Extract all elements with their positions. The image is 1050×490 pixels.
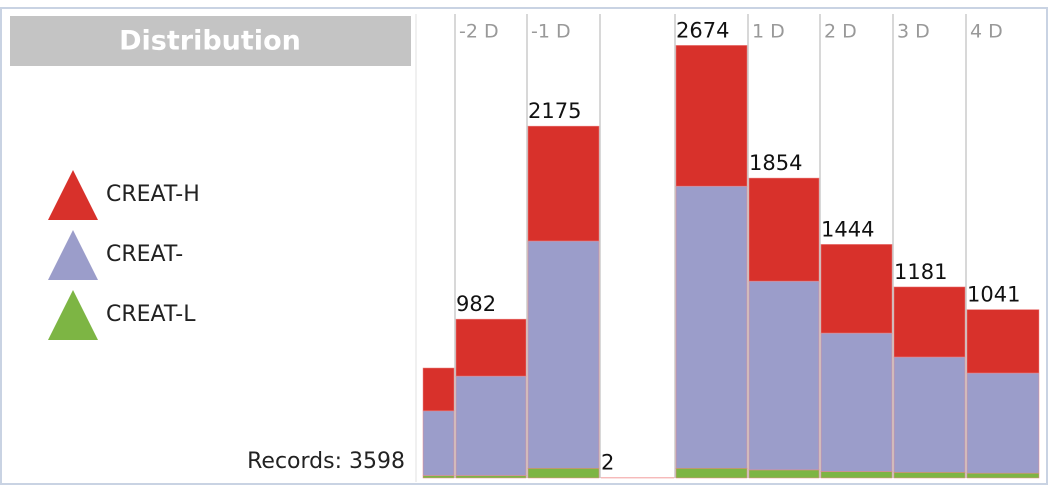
bar-segment	[749, 470, 819, 478]
legend-label: CREAT-H	[106, 182, 200, 207]
bar-segment	[967, 373, 1039, 473]
bar-segment	[423, 368, 454, 411]
bar-segment	[528, 468, 599, 478]
bar-segment	[676, 186, 747, 468]
bar-segment	[821, 472, 892, 478]
records-label: Records: 3598	[247, 449, 405, 474]
bar-segment	[894, 357, 965, 472]
bar-segment	[528, 126, 599, 241]
x-tick-label: 4 D	[970, 21, 1003, 43]
bar-segment	[749, 178, 819, 281]
bar-segment	[821, 244, 892, 333]
total-label: 2175	[528, 99, 581, 123]
bar-segment	[456, 476, 526, 478]
x-tick-label: 2 D	[824, 21, 857, 43]
x-tick-label: 1 D	[752, 21, 785, 43]
total-label: 2674	[676, 18, 729, 42]
bar-segment	[456, 376, 526, 475]
x-tick-label: -2 D	[459, 21, 499, 43]
bar-segment	[894, 287, 965, 357]
legend-label: CREAT-L	[106, 302, 196, 327]
total-label: 2	[601, 451, 614, 475]
x-tick-label: -1 D	[531, 21, 571, 43]
bar-segment	[821, 333, 892, 471]
x-tick-label: 3 D	[897, 21, 930, 43]
bar-segment	[967, 473, 1039, 478]
bar-segment	[423, 411, 454, 476]
total-label: 982	[456, 292, 496, 316]
bar-segment	[528, 241, 599, 468]
bar-segment	[456, 319, 526, 376]
total-label: 1854	[749, 151, 802, 175]
bar-segment	[749, 281, 819, 470]
chart-title: Distribution	[119, 26, 301, 57]
legend-label: CREAT-	[106, 242, 183, 267]
bar-segment	[423, 476, 454, 478]
total-label: 1181	[894, 260, 947, 284]
bar-segment	[894, 472, 965, 478]
bar-segment	[676, 45, 747, 186]
total-label: 1444	[821, 217, 874, 241]
bar-segment	[967, 310, 1039, 373]
bar-segment	[676, 468, 747, 478]
total-label: 1041	[967, 283, 1020, 307]
